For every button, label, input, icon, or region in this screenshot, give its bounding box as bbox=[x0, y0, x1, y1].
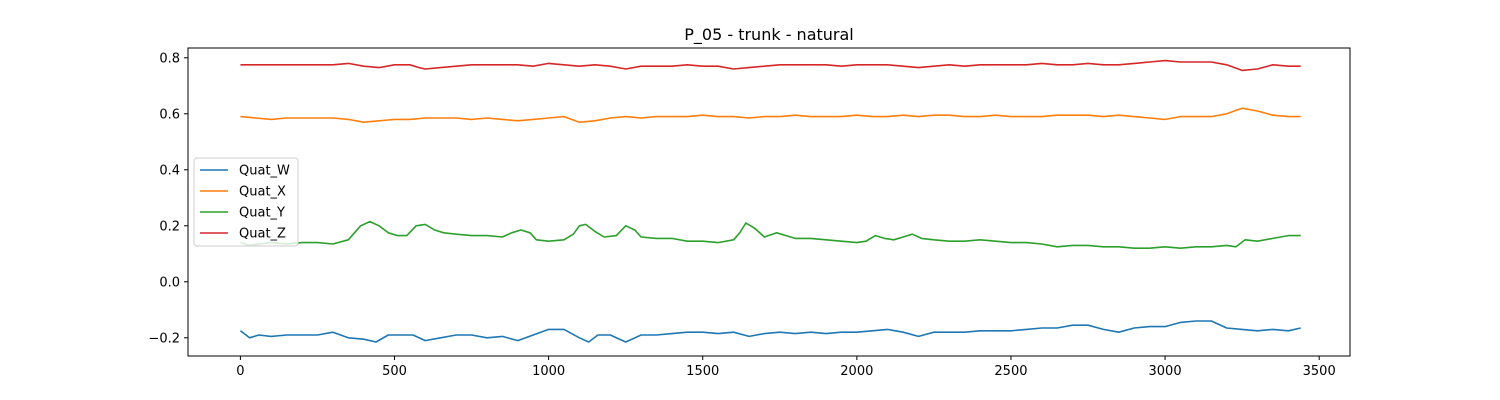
legend-label: Quat_Z bbox=[239, 227, 286, 242]
series-line-quat-x bbox=[240, 107, 1301, 123]
x-tick-label: 2000 bbox=[840, 364, 873, 379]
x-tick-label: 2500 bbox=[994, 364, 1027, 379]
plot-frame bbox=[187, 47, 1351, 357]
legend-label: Quat_X bbox=[239, 185, 286, 200]
y-tick-label: 0.0 bbox=[159, 275, 180, 290]
x-tick-label: 3000 bbox=[1149, 364, 1182, 379]
y-tick-label: 0.4 bbox=[159, 163, 180, 178]
x-tick-label: 1500 bbox=[686, 364, 719, 379]
series-layer bbox=[239, 59, 1301, 343]
legend-label: Quat_Y bbox=[239, 206, 285, 221]
y-tick-label: 0.2 bbox=[159, 219, 180, 234]
series-line-quat-y bbox=[240, 220, 1301, 249]
x-tick-label: 3500 bbox=[1303, 364, 1336, 379]
y-tick-label: −0.2 bbox=[148, 331, 180, 346]
axis-layer: 0 500 1000 1500 2000 2500 3000 3500 −0.2 0.0 0.2 0.… bbox=[148, 51, 1335, 379]
x-tick-label: 500 bbox=[382, 364, 407, 379]
x-tick-label: 0 bbox=[236, 364, 244, 379]
y-tick-label: 0.8 bbox=[159, 51, 180, 66]
x-tick-label: 1000 bbox=[532, 364, 565, 379]
y-tick-label: 0.6 bbox=[159, 107, 180, 122]
legend-label: Quat_W bbox=[239, 164, 290, 179]
chart-title: P_05 - trunk - natural bbox=[684, 25, 853, 45]
legend-box bbox=[193, 157, 299, 247]
series-line-quat-z bbox=[240, 59, 1301, 72]
series-line-quat-w bbox=[239, 320, 1301, 343]
legend: Quat_W Quat_X Quat_Y Quat_Z bbox=[193, 157, 299, 247]
